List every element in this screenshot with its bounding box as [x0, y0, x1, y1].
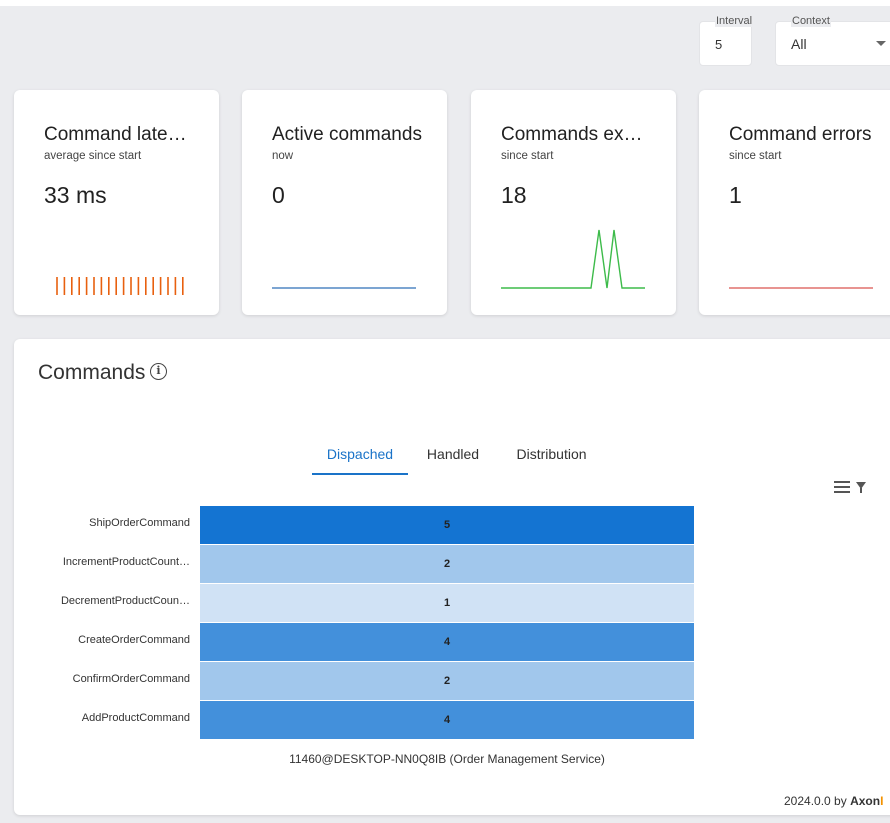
version-text: 2024.0.0 by: [784, 794, 847, 808]
card-value: 33 ms: [44, 182, 107, 208]
heatmap-cell[interactable]: 4: [200, 623, 694, 661]
menu-icon[interactable]: [834, 481, 850, 493]
commands-executed-card: Commands exec… since start 18: [471, 90, 676, 315]
latency-sparkline: [56, 277, 184, 295]
card-subtitle: now: [272, 150, 294, 162]
heatmap-row-label: CreateOrderCommand: [78, 634, 190, 646]
interval-input[interactable]: Interval 5: [699, 15, 754, 66]
heatmap-row: IncrementProductCount… 2: [14, 545, 890, 584]
footer-version: 2024.0.0 by AxonI: [784, 794, 883, 808]
card-value: 0: [272, 182, 285, 208]
axon-logo-accent: I: [880, 794, 884, 808]
card-subtitle: since start: [501, 150, 554, 162]
tab-handled[interactable]: Handled: [426, 446, 480, 462]
active-commands-card: Active commands now 0: [242, 90, 447, 315]
panel-title: Commands: [38, 361, 146, 384]
interval-value[interactable]: 5: [715, 37, 723, 52]
filter-icon[interactable]: [856, 482, 866, 493]
heatmap-row: ConfirmOrderCommand 2: [14, 662, 890, 701]
heatmap-cell[interactable]: 2: [200, 545, 694, 583]
heatmap-row-label: IncrementProductCount…: [62, 556, 190, 568]
heatmap-row: ShipOrderCommand 5: [14, 506, 890, 545]
heatmap-row-label: ShipOrderCommand: [89, 517, 190, 529]
errors-sparkline: [729, 287, 873, 289]
command-errors-card: Command errors since start 1: [699, 90, 890, 315]
card-subtitle: average since start: [44, 150, 142, 162]
executed-sparkline: [501, 229, 645, 289]
context-label: Context: [791, 15, 831, 27]
context-value[interactable]: All: [791, 36, 807, 52]
axon-logo-text: Axon: [850, 794, 881, 808]
command-latency-card: Command latency average since start 33 m…: [14, 90, 219, 315]
commands-panel: Commands i Dispached Handled Distributio…: [14, 339, 890, 815]
heatmap-row: DecrementProductCoun… 1: [14, 584, 890, 623]
heatmap-row-label: DecrementProductCoun…: [60, 595, 190, 607]
heatmap-row: AddProductCommand 4: [14, 701, 890, 740]
info-icon[interactable]: i: [150, 363, 167, 380]
card-subtitle: since start: [729, 150, 782, 162]
top-bar: [0, 0, 890, 6]
sparkline-line: [501, 229, 645, 289]
active-sparkline: [272, 287, 416, 289]
context-select[interactable]: Context All: [775, 15, 890, 66]
heatmap-row-label: AddProductCommand: [81, 712, 190, 724]
card-title: Active commands: [272, 124, 422, 145]
tab-distribution[interactable]: Distribution: [516, 446, 587, 462]
card-title: Command latency: [44, 124, 194, 145]
chevron-down-icon[interactable]: [876, 41, 886, 46]
card-title: Commands exec…: [501, 124, 651, 145]
heatmap-cell[interactable]: 5: [200, 506, 694, 544]
commands-heatmap: ShipOrderCommand 5 IncrementProductCount… 2…: [14, 506, 890, 746]
heatmap-cell[interactable]: 1: [200, 584, 694, 622]
card-value: 1: [729, 182, 742, 208]
tab-dispatched[interactable]: Dispached: [312, 437, 408, 475]
heatmap-x-label: 11460@DESKTOP-NN0Q8IB (Order Management …: [289, 752, 605, 766]
card-title: Command errors: [729, 124, 872, 145]
heatmap-cell[interactable]: 2: [200, 662, 694, 700]
heatmap-row: CreateOrderCommand 4: [14, 623, 890, 662]
interval-label: Interval: [715, 15, 754, 27]
heatmap-cell[interactable]: 4: [200, 701, 694, 739]
card-value: 18: [501, 182, 527, 208]
heatmap-row-label: ConfirmOrderCommand: [72, 673, 190, 685]
